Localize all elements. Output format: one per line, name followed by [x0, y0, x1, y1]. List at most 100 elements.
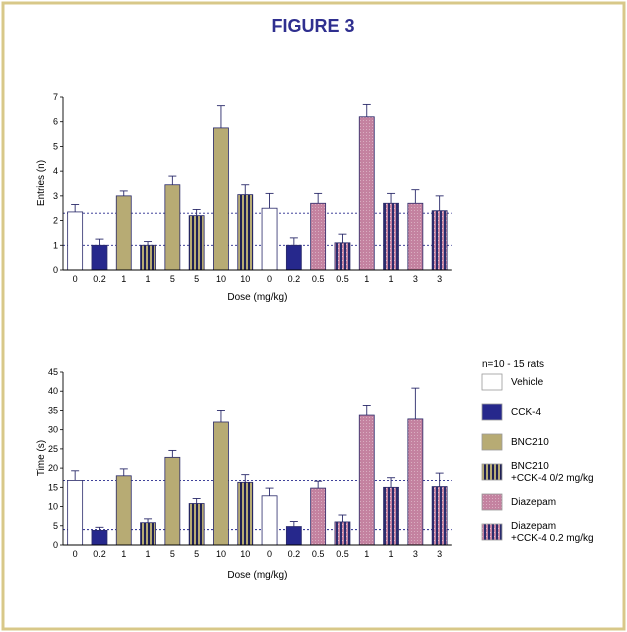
x-axis-label: Dose (mg/kg) [227, 570, 287, 581]
bar-bnccck [188, 503, 205, 546]
x-tick-label: 0.2 [93, 549, 106, 559]
x-tick-label: 1 [364, 549, 369, 559]
bar-dz [310, 487, 327, 546]
y-tick-label: 30 [48, 425, 58, 435]
y-tick-label: 2 [53, 216, 58, 226]
y-tick-label: 5 [53, 521, 58, 531]
legend-header: n=10 - 15 rats [482, 359, 544, 370]
bar-cck4 [285, 244, 302, 271]
x-tick-label: 0.2 [288, 549, 301, 559]
x-tick-label: 0.5 [312, 274, 325, 284]
x-tick-label: 1 [121, 549, 126, 559]
bar-bnc [213, 127, 229, 271]
bar-vehicle [67, 211, 84, 271]
x-tick-label: 1 [146, 549, 151, 559]
legend-swatch-cck4 [481, 403, 503, 421]
bar-bnc [164, 184, 181, 271]
bar-dzcck [431, 210, 448, 271]
x-tick-label: 10 [240, 274, 250, 284]
bar-bnccck [237, 194, 254, 271]
legend-swatch-dz [481, 493, 503, 511]
bar-dz [358, 116, 375, 271]
y-tick-label: 10 [48, 502, 58, 512]
bar-bnc [115, 475, 132, 546]
legend-label-dz: Diazepam [511, 497, 556, 508]
x-tick-label: 5 [170, 549, 175, 559]
y-tick-label: 4 [53, 166, 58, 176]
legend-swatch-dzcck [481, 523, 503, 541]
y-tick-label: 20 [48, 463, 58, 473]
x-tick-label: 3 [413, 549, 418, 559]
x-tick-label: 0.5 [336, 549, 349, 559]
y-axis-label: Entries (n) [36, 160, 47, 206]
legend-label-cck4: CCK-4 [511, 407, 541, 418]
bar-cck4 [91, 529, 108, 546]
x-tick-label: 0.5 [336, 274, 349, 284]
bar-vehicle [261, 495, 278, 546]
bar-bnccck [140, 244, 156, 271]
y-tick-label: 35 [48, 405, 58, 415]
y-tick-label: 15 [48, 482, 58, 492]
x-tick-label: 10 [216, 274, 226, 284]
chart-time: 0 0.2 1 1 5 5 10 10 0 0.2 0.5 0.5 1 1 3 305101520253035… [36, 367, 452, 581]
x-tick-label: 0.2 [93, 274, 106, 284]
x-tick-label: 1 [121, 274, 126, 284]
legend-swatch-bnccck [481, 463, 503, 481]
legend-label-bnccck: BNC210 +CCK-4 0/2 mg/kg [511, 461, 594, 484]
x-tick-label: 0 [267, 274, 272, 284]
bar-dz [358, 414, 375, 546]
legend-label-bnc: BNC210 [511, 437, 549, 448]
x-tick-label: 10 [240, 549, 250, 559]
bar-bnc [115, 195, 132, 271]
y-tick-label: 0 [53, 540, 58, 550]
bar-bnccck [237, 481, 254, 546]
legend-label-dzcck: Diazepam +CCK-4 0.2 mg/kg [511, 521, 594, 544]
y-tick-label: 40 [48, 386, 58, 396]
figure-title: FIGURE 3 [271, 16, 354, 36]
x-tick-label: 1 [389, 549, 394, 559]
x-tick-label: 5 [194, 274, 199, 284]
bar-dz [407, 202, 424, 271]
y-tick-label: 7 [53, 92, 58, 102]
x-tick-label: 5 [194, 549, 199, 559]
x-tick-label: 0 [73, 549, 78, 559]
bar-vehicle [261, 207, 278, 271]
x-tick-label: 5 [170, 274, 175, 284]
legend: n=10 - 15 rats Vehicle CCK-4 BNC210 BNC210 +… [481, 359, 594, 544]
x-tick-label: 1 [146, 274, 151, 284]
bar-bnccck [140, 522, 156, 546]
bar-dz [310, 202, 327, 271]
bar-bnccck [188, 215, 205, 271]
legend-label-vehicle: Vehicle [511, 377, 544, 388]
y-tick-label: 3 [53, 191, 58, 201]
y-tick-label: 1 [53, 240, 58, 250]
y-tick-label: 0 [53, 265, 58, 275]
bar-vehicle [67, 480, 84, 546]
y-tick-label: 5 [53, 141, 58, 151]
y-tick-label: 6 [53, 117, 58, 127]
x-tick-label: 3 [413, 274, 418, 284]
legend-swatch-bnc [481, 433, 503, 451]
bar-cck4 [91, 244, 108, 271]
chart-entries: 0 0.2 1 1 5 5 10 10 0 0.2 0.5 0.5 1 1 3 3 0 1 2 3 4 5 6 7 Entrie… [36, 92, 452, 303]
x-tick-label: 10 [216, 549, 226, 559]
y-tick-label: 45 [48, 367, 58, 377]
y-axis-label: Time (s) [36, 440, 47, 476]
legend-swatch-vehicle [481, 373, 503, 391]
x-tick-label: 0 [73, 274, 78, 284]
x-tick-label: 1 [389, 274, 394, 284]
bar-dzcck [431, 486, 448, 546]
bar-dz [407, 418, 424, 546]
bar-dzcck [383, 486, 399, 546]
bar-cck4 [285, 526, 302, 546]
bar-dzcck [334, 242, 351, 271]
bar-dzcck [334, 521, 351, 546]
x-axis-label: Dose (mg/kg) [227, 292, 287, 303]
bar-bnc [164, 456, 181, 546]
x-tick-label: 3 [437, 549, 442, 559]
x-tick-label: 0 [267, 549, 272, 559]
x-tick-label: 0.2 [288, 274, 301, 284]
x-tick-label: 0.5 [312, 549, 325, 559]
